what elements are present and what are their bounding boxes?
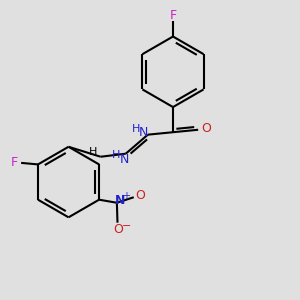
Text: O: O [135, 189, 145, 202]
Text: N: N [139, 126, 148, 139]
Text: O: O [201, 122, 211, 135]
Text: N: N [119, 153, 129, 166]
Text: F: F [169, 8, 177, 22]
Text: −: − [122, 221, 131, 231]
Text: H: H [132, 124, 140, 134]
Text: H: H [88, 147, 97, 157]
Text: H: H [112, 150, 120, 160]
Text: F: F [11, 156, 18, 170]
Text: +: + [122, 191, 130, 201]
Text: N: N [115, 194, 125, 207]
Text: O: O [113, 223, 123, 236]
